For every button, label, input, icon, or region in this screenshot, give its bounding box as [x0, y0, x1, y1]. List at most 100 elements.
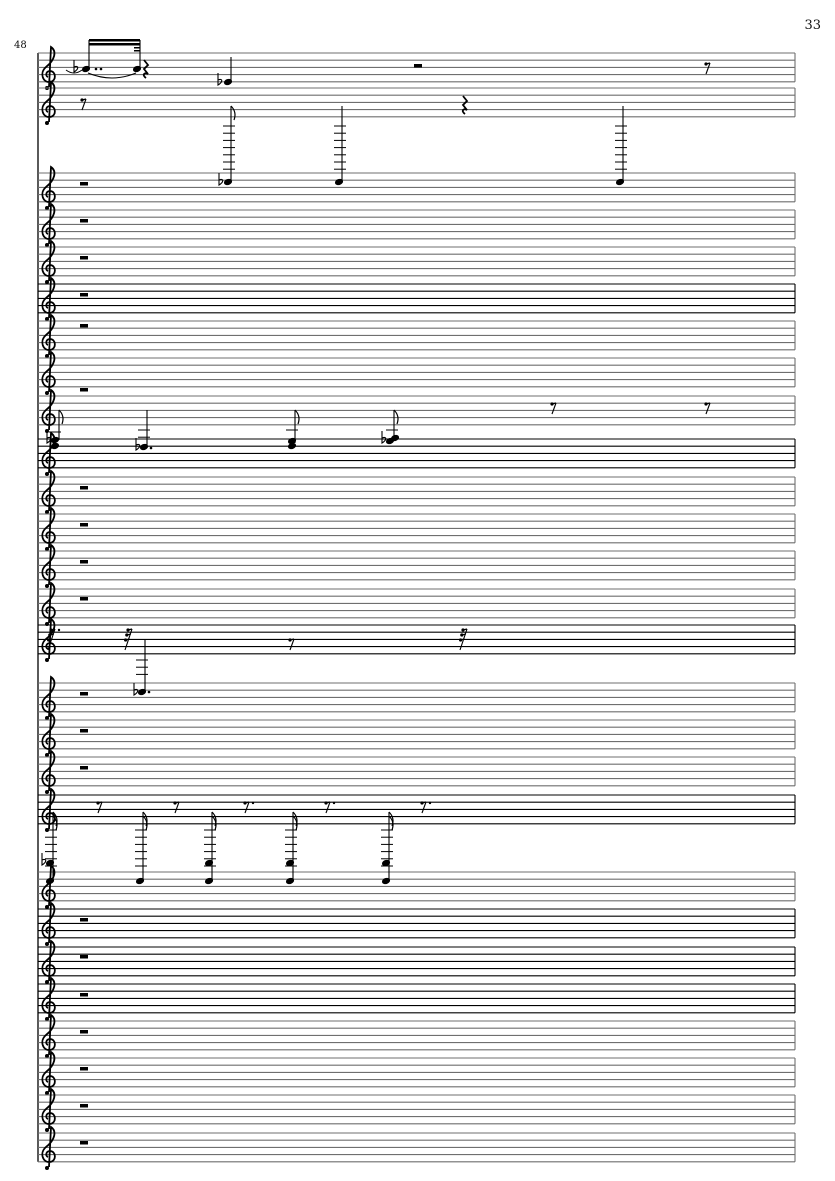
rest-flag	[705, 62, 711, 65]
rest-dot	[57, 628, 61, 632]
clef-curve	[41, 313, 56, 356]
treble-clef-icon	[41, 976, 56, 1021]
whole-rest-icon	[80, 182, 88, 186]
rest-flag	[97, 801, 103, 804]
clef-tail	[45, 658, 49, 662]
clef-curve	[41, 469, 56, 512]
notehead	[334, 178, 344, 186]
clef-curve	[41, 581, 56, 624]
flat-icon	[73, 60, 79, 73]
staff	[38, 469, 796, 514]
rest-flag	[81, 98, 87, 101]
treble-clef-icon	[41, 313, 56, 358]
rest-stem	[705, 402, 711, 415]
clef-curve	[41, 506, 56, 549]
whole-rest-icon	[80, 597, 88, 601]
treble-clef-icon	[41, 80, 56, 125]
eighth-rest-icon	[324, 801, 336, 814]
rest-dot	[428, 801, 432, 805]
sixteenth-rest-icon	[459, 628, 468, 651]
flag	[393, 409, 399, 425]
whole-rest-icon	[80, 1030, 88, 1034]
clef-tail	[45, 942, 49, 946]
flag	[294, 409, 300, 425]
rest-dot	[332, 801, 336, 805]
notehead	[132, 65, 142, 73]
staff	[38, 45, 796, 90]
clef-tail	[45, 206, 49, 210]
clef-tail	[45, 1128, 49, 1132]
treble-clef-icon	[41, 1050, 56, 1095]
clef-curve	[41, 1087, 56, 1130]
clef-curve	[41, 276, 56, 319]
notehead	[223, 78, 233, 86]
whole-rest-icon	[80, 692, 88, 696]
clef-tail	[45, 1166, 49, 1170]
eighth-rest-icon	[420, 801, 432, 814]
staff	[38, 1125, 796, 1170]
quarter-rest-icon	[142, 59, 150, 79]
whole-rest-icon	[80, 1141, 88, 1145]
notehead	[204, 877, 214, 885]
whole-rest-icon	[80, 324, 88, 328]
staff	[38, 165, 796, 210]
augmentation-dot	[99, 67, 103, 71]
clef-tail	[45, 584, 49, 588]
whole-rest-icon	[414, 64, 422, 68]
clef-tail	[45, 1054, 49, 1058]
clef-curve	[41, 675, 56, 718]
rest-stem	[174, 801, 180, 814]
whole-rest-icon	[80, 918, 88, 922]
clef-curve	[41, 1013, 56, 1056]
rest-flag	[551, 402, 557, 405]
notehead	[137, 688, 147, 696]
clef-tail	[45, 905, 49, 909]
whole-rest-icon	[80, 256, 88, 260]
staff	[38, 431, 796, 476]
whole-rest-icon	[80, 560, 88, 564]
treble-clef-icon	[41, 165, 56, 210]
rest-stem	[47, 628, 56, 651]
eighth-rest-icon	[173, 801, 180, 814]
treble-clef-icon	[41, 749, 56, 794]
clef-tail	[45, 354, 49, 358]
staff	[38, 939, 796, 984]
whole-rest-icon	[80, 388, 88, 392]
rest-stem	[244, 801, 250, 814]
tie	[65, 69, 137, 79]
flag	[211, 815, 217, 831]
treble-clef-icon	[41, 506, 56, 551]
staff	[38, 901, 796, 946]
rest-stem	[705, 62, 711, 75]
clef-curve	[41, 617, 56, 660]
whole-rest-icon	[80, 293, 88, 297]
rest-stem	[551, 402, 557, 415]
whole-rest-icon	[80, 766, 88, 770]
clef-curve	[41, 165, 56, 208]
whole-rest-icon	[80, 955, 88, 959]
eighth-rest-icon	[704, 62, 711, 75]
flag	[230, 105, 236, 121]
clef-curve	[41, 712, 56, 755]
treble-clef-icon	[41, 350, 56, 395]
treble-clef-icon	[41, 939, 56, 984]
treble-clef-icon	[41, 1125, 56, 1170]
clef-tail	[45, 716, 49, 720]
rest-stem	[459, 628, 468, 651]
treble-clef-icon	[41, 901, 56, 946]
eighth-rest-icon	[704, 402, 711, 415]
rest-flag	[127, 628, 133, 631]
rest-stem	[81, 98, 87, 111]
page-number: 33	[804, 18, 821, 33]
staff	[38, 712, 796, 757]
clef-curve	[41, 202, 56, 245]
flat-icon	[41, 853, 47, 866]
clef-curve	[41, 239, 56, 282]
staff	[38, 976, 796, 1021]
clef-tail	[45, 1017, 49, 1021]
clef-curve	[41, 749, 56, 792]
flag	[292, 815, 298, 831]
rest-stem	[421, 801, 427, 814]
staff	[38, 80, 796, 125]
notehead	[45, 859, 55, 867]
